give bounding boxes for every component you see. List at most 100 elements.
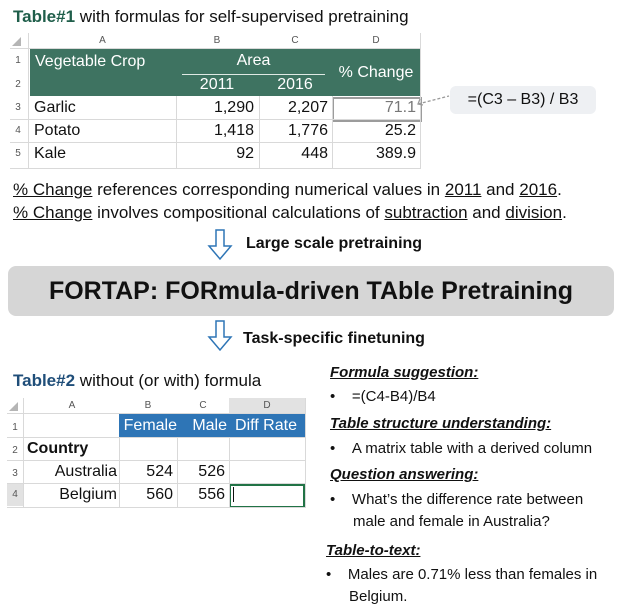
row-number[interactable]: 1 [15,55,21,66]
col-letter-c[interactable]: C [199,400,207,411]
underlined-term: 2011 [444,180,482,199]
down-arrow-icon [207,320,233,352]
task-head-table-to-text: Table-to-text: [326,542,421,559]
formula-callout: =(C3 – B3) / B3 [450,86,596,114]
cell-2016[interactable]: 448 [301,145,328,162]
cell-female[interactable]: 560 [146,486,173,503]
row-number[interactable]: 2 [15,79,21,90]
task-bullet-qa: • What’s the difference rate between [330,491,583,508]
row-number[interactable]: 4 [12,489,18,500]
table2-title: Table#2 without (or with) formula [13,371,261,391]
spreadsheet-1: A B C D 1 2 3 4 5 Vegetable Crop Area 20… [10,33,422,169]
col-letter-d[interactable]: D [372,35,380,46]
task-bullet-formula-suggestion: • =(C4-B4)/B4 [330,388,436,405]
header-male: Male [192,417,227,434]
down-arrow-icon [207,229,233,261]
description-line-1: % Change references corresponding numeri… [13,180,562,200]
cell-change[interactable]: 25.2 [384,122,416,139]
underlined-term: % Change [13,203,93,222]
header-area: Area [236,52,271,69]
cell-2011[interactable]: 1,418 [213,122,254,139]
cell-2011[interactable]: 92 [236,145,254,162]
header-2016: 2016 [277,76,313,93]
description-line-2: % Change involves compositional calculat… [13,203,567,223]
cell-2016[interactable]: 2,207 [287,99,328,116]
table1-header [30,49,420,96]
bullet-text: What’s the difference rate between [351,491,584,508]
bullet-icon: • [330,440,352,457]
bullet-text: A matrix table with a derived column [351,440,593,457]
selected-cell-d4[interactable] [229,484,305,508]
cell-country[interactable]: Belgium [59,486,117,503]
col-letter-c[interactable]: C [291,35,299,46]
bullet-icon: • [330,491,352,508]
fortap-banner: FORTAP: FORmula-driven TAble Pretraining [8,266,614,316]
bullet-text: Males are 0.71% less than females in [347,566,598,583]
underlined-term: subtraction [384,203,468,222]
col-letter-d[interactable]: D [263,400,271,411]
row-number[interactable]: 1 [12,422,18,433]
underlined-term: 2016 [519,180,558,199]
task-head-formula-suggestion: Formula suggestion: [330,364,479,381]
cell-crop[interactable]: Kale [34,145,67,162]
text: references corresponding numerical value… [92,180,445,199]
pretraining-label: Large scale pretraining [246,235,423,252]
active-column-header[interactable] [229,398,305,413]
select-all-corner-icon[interactable] [8,401,20,413]
col-letter-b[interactable]: B [213,35,221,46]
task-head-structure: Table structure understanding: [330,415,552,432]
col-letter-a[interactable]: A [99,35,106,46]
table2-name: Table#2 [13,371,76,390]
bullet-text: =(C4-B4)/B4 [351,388,436,405]
underlined-term: division [505,203,563,222]
cell-crop[interactable]: Garlic [34,99,76,116]
col-letter-a[interactable]: A [68,400,76,411]
text-cursor [233,487,234,502]
task-head-qa: Question answering: [330,466,479,483]
active-row-header[interactable] [7,484,23,506]
cell-male[interactable]: 556 [198,486,225,503]
task-bullet-table-to-text-cont: Belgium. [349,588,408,605]
row-number[interactable]: 3 [12,468,18,479]
task-bullet-qa-cont: male and female in Australia? [353,513,550,530]
row-number[interactable]: 5 [15,148,21,159]
dashed-connector-arrow-icon [417,95,450,106]
header-2011: 2011 [199,76,235,93]
cell-change[interactable]: 389.9 [375,145,416,162]
header-female: Female [123,417,177,434]
underlined-term: % Change [13,180,93,199]
selected-cell-d3[interactable] [332,97,422,122]
text: and [467,203,506,222]
task-bullet-table-to-text: • Males are 0.71% less than females in [326,566,597,583]
table2-title-rest: without (or with) formula [75,371,262,390]
text: involves compositional calculations of [92,203,385,222]
bullet-icon: • [326,566,348,583]
bullet-icon: • [330,388,352,405]
text: . [562,203,567,222]
cell-change[interactable]: 71.1 [384,99,416,116]
col-letter-b[interactable]: B [144,400,152,411]
table1-name: Table#1 [13,7,76,26]
cell-country[interactable]: Australia [54,463,117,480]
cell-country-label[interactable]: Country [27,440,89,457]
header-percent-change: % Change [338,64,414,81]
cell-male[interactable]: 526 [198,463,225,480]
table2-header [119,414,305,437]
spreadsheet-2: A B C D 1 2 3 4 Female Male Diff Rate Co… [7,398,306,508]
task-bullet-structure: • A matrix table with a derived column [330,440,592,457]
row-number[interactable]: 2 [12,445,18,456]
finetuning-label: Task-specific finetuning [243,330,425,347]
select-all-corner-icon[interactable] [11,36,23,48]
table1-title: Table#1 with formulas for self-supervise… [13,7,409,27]
row-number[interactable]: 4 [15,125,21,136]
header-diff-rate: Diff Rate [235,417,297,434]
text: and [481,180,520,199]
area-underline [182,74,325,75]
cell-2011[interactable]: 1,290 [213,99,254,116]
text: . [557,180,562,199]
row-number[interactable]: 3 [15,102,21,113]
cell-crop[interactable]: Potato [34,122,81,139]
cell-female[interactable]: 524 [146,463,173,480]
table1-title-rest: with formulas for self-supervised pretra… [75,7,409,26]
cell-2016[interactable]: 1,776 [287,122,328,139]
